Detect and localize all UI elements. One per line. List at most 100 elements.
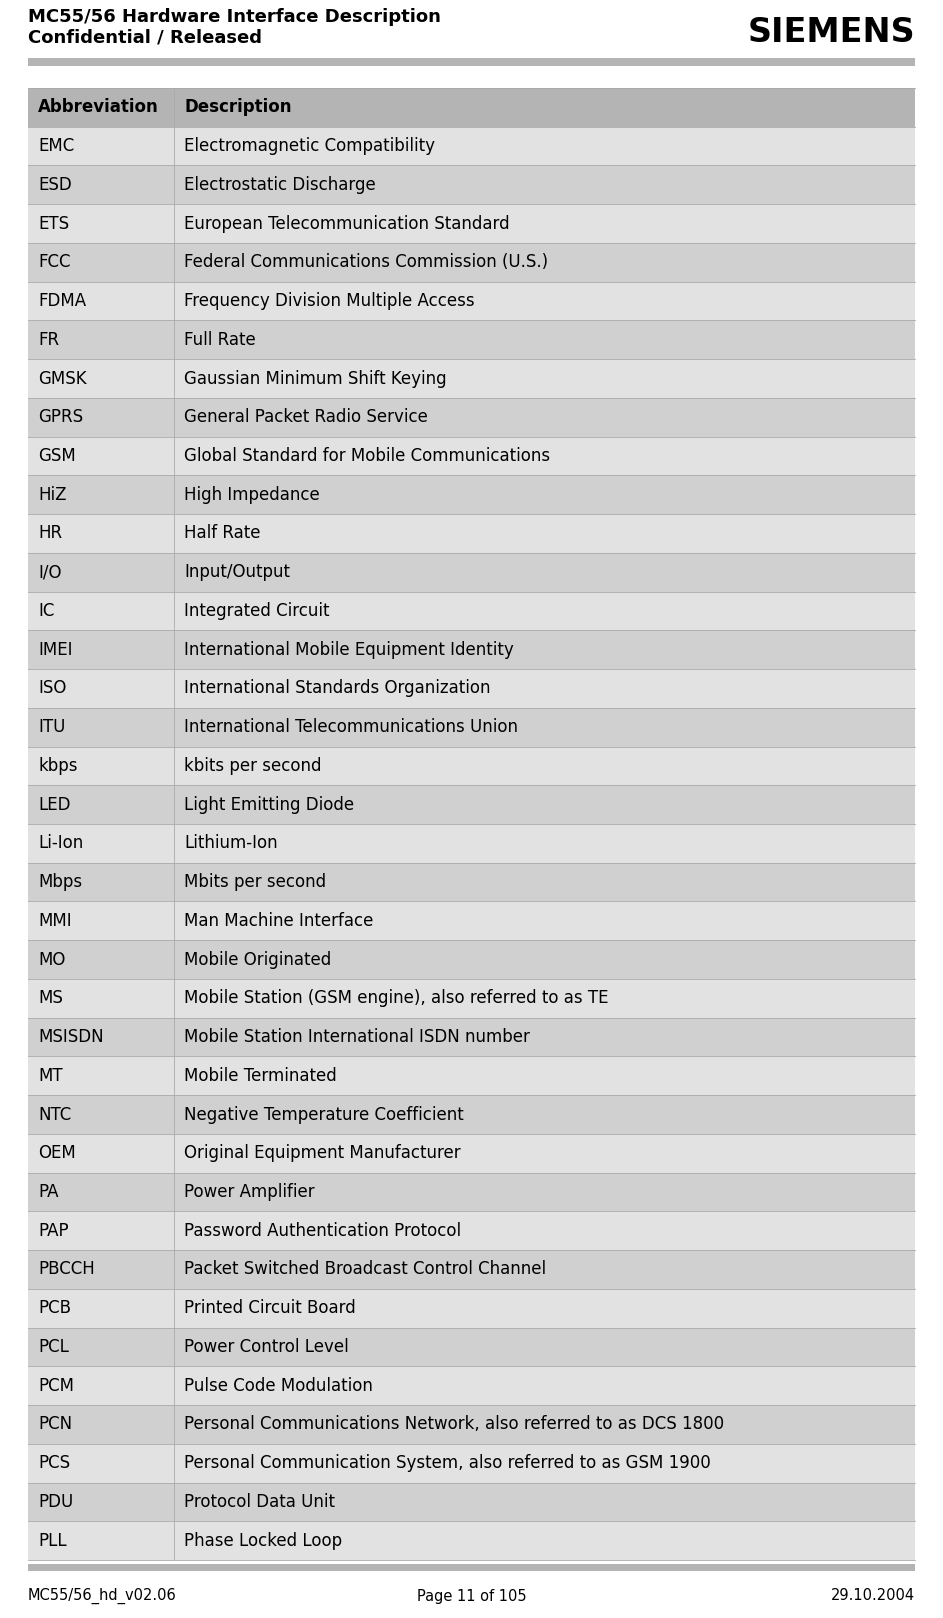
Bar bbox=[28, 862, 915, 901]
Text: Federal Communications Commission (U.S.): Federal Communications Commission (U.S.) bbox=[184, 254, 548, 272]
Text: FDMA: FDMA bbox=[38, 293, 86, 311]
Text: Personal Communication System, also referred to as GSM 1900: Personal Communication System, also refe… bbox=[184, 1455, 711, 1472]
Text: Full Rate: Full Rate bbox=[184, 330, 256, 349]
Text: I/O: I/O bbox=[38, 563, 61, 581]
Text: GMSK: GMSK bbox=[38, 369, 87, 388]
Bar bbox=[28, 670, 915, 707]
Text: PCB: PCB bbox=[38, 1299, 71, 1317]
Bar bbox=[28, 1290, 915, 1328]
Text: MMI: MMI bbox=[38, 913, 72, 930]
Text: MS: MS bbox=[38, 989, 63, 1008]
Text: Power Control Level: Power Control Level bbox=[184, 1338, 349, 1356]
Bar bbox=[28, 58, 915, 66]
Text: High Impedance: High Impedance bbox=[184, 485, 320, 503]
Text: Mobile Station (GSM engine), also referred to as TE: Mobile Station (GSM engine), also referr… bbox=[184, 989, 608, 1008]
Text: kbps: kbps bbox=[38, 757, 77, 775]
Bar bbox=[28, 1018, 915, 1057]
Text: Mobile Terminated: Mobile Terminated bbox=[184, 1066, 337, 1084]
Text: ISO: ISO bbox=[38, 680, 66, 697]
Bar bbox=[28, 1134, 915, 1173]
Text: NTC: NTC bbox=[38, 1105, 72, 1123]
Text: Confidential / Released: Confidential / Released bbox=[28, 28, 262, 45]
Bar bbox=[28, 320, 915, 359]
Text: OEM: OEM bbox=[38, 1144, 75, 1162]
Bar bbox=[28, 87, 915, 126]
Text: PAP: PAP bbox=[38, 1222, 69, 1239]
Bar bbox=[28, 1328, 915, 1366]
Text: Password Authentication Protocol: Password Authentication Protocol bbox=[184, 1222, 461, 1239]
Text: PLL: PLL bbox=[38, 1532, 67, 1550]
Text: Page 11 of 105: Page 11 of 105 bbox=[417, 1589, 526, 1603]
Text: Phase Locked Loop: Phase Locked Loop bbox=[184, 1532, 342, 1550]
Bar bbox=[28, 979, 915, 1018]
Bar bbox=[28, 1521, 915, 1560]
Text: Gaussian Minimum Shift Keying: Gaussian Minimum Shift Keying bbox=[184, 369, 447, 388]
Text: Global Standard for Mobile Communications: Global Standard for Mobile Communication… bbox=[184, 447, 550, 464]
Bar bbox=[28, 437, 915, 476]
Text: Mobile Originated: Mobile Originated bbox=[184, 951, 331, 969]
Bar bbox=[28, 1212, 915, 1251]
Bar bbox=[28, 940, 915, 979]
Text: IC: IC bbox=[38, 602, 55, 620]
Text: Mbps: Mbps bbox=[38, 874, 82, 892]
Text: Mobile Station International ISDN number: Mobile Station International ISDN number bbox=[184, 1027, 530, 1047]
Bar bbox=[28, 785, 915, 824]
Text: HR: HR bbox=[38, 524, 62, 542]
Text: PA: PA bbox=[38, 1183, 58, 1201]
Bar bbox=[28, 398, 915, 437]
Text: HiZ: HiZ bbox=[38, 485, 67, 503]
Text: International Mobile Equipment Identity: International Mobile Equipment Identity bbox=[184, 641, 514, 659]
Text: ESD: ESD bbox=[38, 176, 72, 194]
Text: PCL: PCL bbox=[38, 1338, 69, 1356]
Bar bbox=[28, 553, 915, 592]
Text: Packet Switched Broadcast Control Channel: Packet Switched Broadcast Control Channe… bbox=[184, 1260, 546, 1278]
Text: Electromagnetic Compatibility: Electromagnetic Compatibility bbox=[184, 138, 435, 155]
Text: Lithium-Ion: Lithium-Ion bbox=[184, 835, 277, 853]
Text: Protocol Data Unit: Protocol Data Unit bbox=[184, 1493, 335, 1511]
Text: GPRS: GPRS bbox=[38, 408, 83, 426]
Bar bbox=[28, 746, 915, 785]
Text: Light Emitting Diode: Light Emitting Diode bbox=[184, 796, 355, 814]
Bar bbox=[28, 1057, 915, 1095]
Bar bbox=[28, 1095, 915, 1134]
Text: Abbreviation: Abbreviation bbox=[38, 99, 158, 116]
Text: Integrated Circuit: Integrated Circuit bbox=[184, 602, 329, 620]
Bar bbox=[28, 592, 915, 631]
Bar bbox=[28, 1565, 915, 1571]
Text: kbits per second: kbits per second bbox=[184, 757, 322, 775]
Bar bbox=[28, 1366, 915, 1404]
Text: MSISDN: MSISDN bbox=[38, 1027, 104, 1047]
Bar bbox=[28, 476, 915, 515]
Bar bbox=[28, 282, 915, 320]
Text: Negative Temperature Coefficient: Negative Temperature Coefficient bbox=[184, 1105, 464, 1123]
Text: PCN: PCN bbox=[38, 1416, 72, 1434]
Bar bbox=[28, 1404, 915, 1443]
Text: IMEI: IMEI bbox=[38, 641, 73, 659]
Text: Personal Communications Network, also referred to as DCS 1800: Personal Communications Network, also re… bbox=[184, 1416, 724, 1434]
Bar bbox=[28, 1251, 915, 1290]
Text: MO: MO bbox=[38, 951, 65, 969]
Text: Half Rate: Half Rate bbox=[184, 524, 260, 542]
Bar bbox=[28, 243, 915, 282]
Text: Pulse Code Modulation: Pulse Code Modulation bbox=[184, 1377, 372, 1395]
Text: PCS: PCS bbox=[38, 1455, 70, 1472]
Text: EMC: EMC bbox=[38, 138, 74, 155]
Text: ETS: ETS bbox=[38, 215, 69, 233]
Text: PBCCH: PBCCH bbox=[38, 1260, 94, 1278]
Bar bbox=[28, 359, 915, 398]
Bar bbox=[28, 165, 915, 204]
Text: PCM: PCM bbox=[38, 1377, 74, 1395]
Bar bbox=[28, 1173, 915, 1212]
Text: Printed Circuit Board: Printed Circuit Board bbox=[184, 1299, 356, 1317]
Text: International Telecommunications Union: International Telecommunications Union bbox=[184, 718, 518, 736]
Bar bbox=[28, 515, 915, 553]
Text: PDU: PDU bbox=[38, 1493, 74, 1511]
Text: European Telecommunication Standard: European Telecommunication Standard bbox=[184, 215, 509, 233]
Bar bbox=[28, 204, 915, 243]
Text: LED: LED bbox=[38, 796, 71, 814]
Text: Input/Output: Input/Output bbox=[184, 563, 290, 581]
Text: GSM: GSM bbox=[38, 447, 75, 464]
Bar bbox=[28, 1443, 915, 1482]
Bar bbox=[28, 126, 915, 165]
Text: Power Amplifier: Power Amplifier bbox=[184, 1183, 315, 1201]
